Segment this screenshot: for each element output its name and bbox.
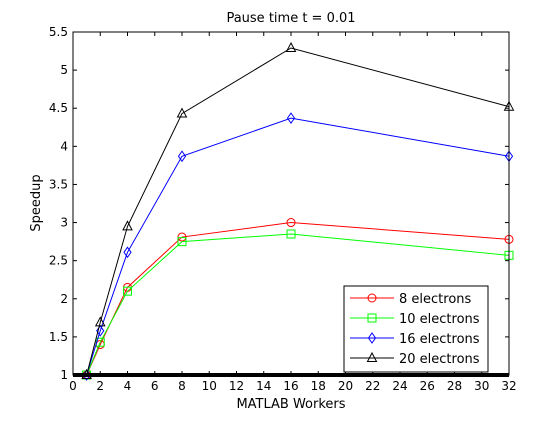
- legend: 8 electrons 10 electrons 16 electrons 20 el…: [343, 285, 489, 373]
- legend-label: 10 electrons: [399, 312, 480, 327]
- series-line: [86, 47, 510, 376]
- series-line: [86, 222, 510, 376]
- legend-label: 16 electrons: [399, 332, 480, 347]
- y-tick-label: 2.5: [49, 254, 68, 268]
- data-point: [176, 107, 188, 118]
- legend-label: 20 electrons: [399, 352, 480, 367]
- y-tick-label: 1.5: [49, 330, 68, 344]
- x-tick-label: 4: [124, 379, 132, 393]
- y-tick-label: 1: [60, 368, 68, 382]
- x-tick-label: 2: [96, 379, 104, 393]
- legend-marker: [367, 313, 377, 323]
- y-tick-label: 4.5: [49, 101, 68, 115]
- data-point: [96, 324, 105, 337]
- legend-marker: [367, 332, 377, 344]
- data-point: [177, 232, 187, 242]
- x-tick-label: 30: [474, 379, 489, 393]
- data-point: [286, 218, 296, 228]
- x-tick-label: 10: [202, 379, 217, 393]
- x-tick-label: 22: [365, 379, 380, 393]
- data-point: [123, 246, 132, 259]
- series-line: [86, 233, 510, 376]
- legend-marker: [367, 293, 377, 303]
- legend-marker: [366, 351, 378, 362]
- y-tick-label: 4: [60, 139, 68, 153]
- data-point: [285, 41, 297, 53]
- data-point: [122, 220, 133, 231]
- y-tick-label: 5.5: [49, 25, 68, 39]
- x-tick-label: 16: [283, 379, 298, 393]
- data-point: [177, 237, 187, 247]
- x-tick-label: 24: [392, 379, 407, 393]
- x-tick-label: 28: [447, 379, 462, 393]
- y-tick-label: 3.5: [49, 177, 68, 191]
- x-tick-label: 20: [338, 379, 353, 393]
- data-point: [94, 316, 106, 327]
- data-point: [177, 150, 187, 163]
- legend-label: 8 electrons: [399, 292, 472, 307]
- data-point: [123, 286, 132, 296]
- chart-title: Pause time t = 0.01: [226, 11, 355, 26]
- series-line: [86, 117, 510, 376]
- x-tick-label: 26: [420, 379, 435, 393]
- y-axis-label: Speedup: [29, 174, 44, 231]
- x-tick-label: 8: [178, 379, 186, 393]
- plot-frame: [72, 31, 510, 376]
- x-tick-label: 0: [69, 379, 77, 393]
- x-tick-label: 6: [151, 379, 159, 393]
- y-tick-label: 5: [60, 63, 68, 77]
- x-tick-label: 32: [501, 379, 516, 393]
- y-tick-label: 2: [60, 292, 68, 306]
- x-tick-label: 18: [311, 379, 326, 393]
- data-point: [286, 112, 296, 125]
- x-tick-label: 12: [229, 379, 244, 393]
- x-axis-label: MATLAB Workers: [236, 397, 345, 412]
- x-tick-label: 14: [256, 379, 271, 393]
- y-tick-label: 3: [60, 216, 68, 230]
- data-point: [286, 229, 296, 239]
